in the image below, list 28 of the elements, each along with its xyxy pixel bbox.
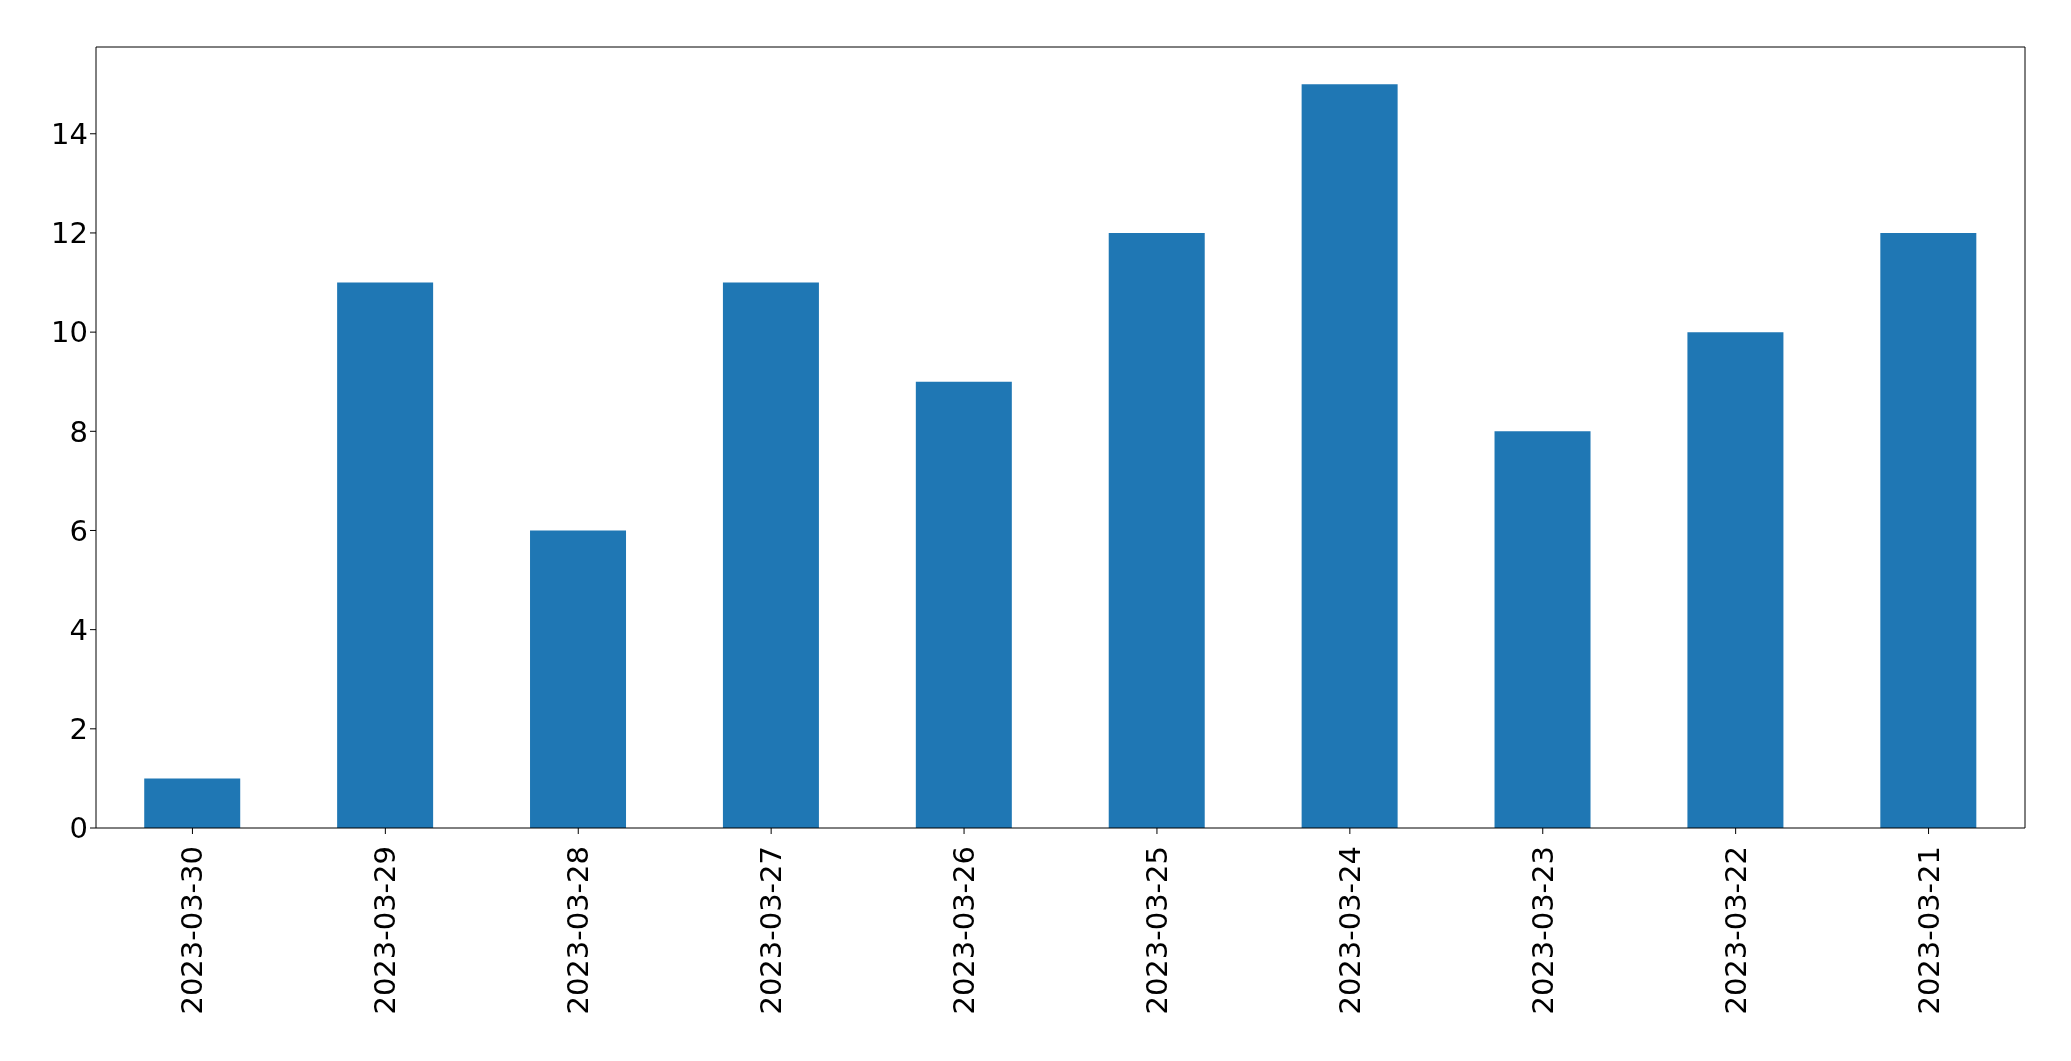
bar (144, 778, 241, 828)
x-tick-label: 2023-03-21 (1911, 846, 1946, 1015)
bar (1687, 332, 1784, 828)
x-tick-label: 2023-03-30 (175, 846, 210, 1015)
bar (1494, 431, 1591, 828)
y-tick-label: 14 (51, 117, 88, 152)
bar (1301, 84, 1398, 828)
y-tick-label: 12 (51, 216, 88, 251)
bar (1880, 232, 1977, 828)
x-tick-label: 2023-03-24 (1332, 846, 1367, 1015)
x-tick-label: 2023-03-28 (561, 846, 596, 1015)
x-tick-label: 2023-03-23 (1525, 846, 1560, 1015)
x-tick-label: 2023-03-25 (1139, 846, 1174, 1015)
bar (722, 282, 819, 828)
y-tick-label: 10 (51, 315, 88, 350)
y-tick-label: 4 (69, 612, 88, 647)
x-tick-label: 2023-03-29 (368, 846, 403, 1015)
x-tick-label: 2023-03-27 (754, 846, 789, 1015)
y-tick-label: 8 (69, 414, 88, 449)
y-tick-label: 2 (69, 712, 88, 747)
x-tick-label: 2023-03-26 (947, 846, 982, 1015)
bar (915, 381, 1012, 828)
bar (1108, 232, 1205, 828)
bar (337, 282, 434, 828)
bar (530, 530, 627, 828)
y-tick-label: 6 (69, 513, 88, 548)
x-tick-label: 2023-03-22 (1718, 846, 1753, 1015)
y-tick-label: 0 (69, 811, 88, 846)
